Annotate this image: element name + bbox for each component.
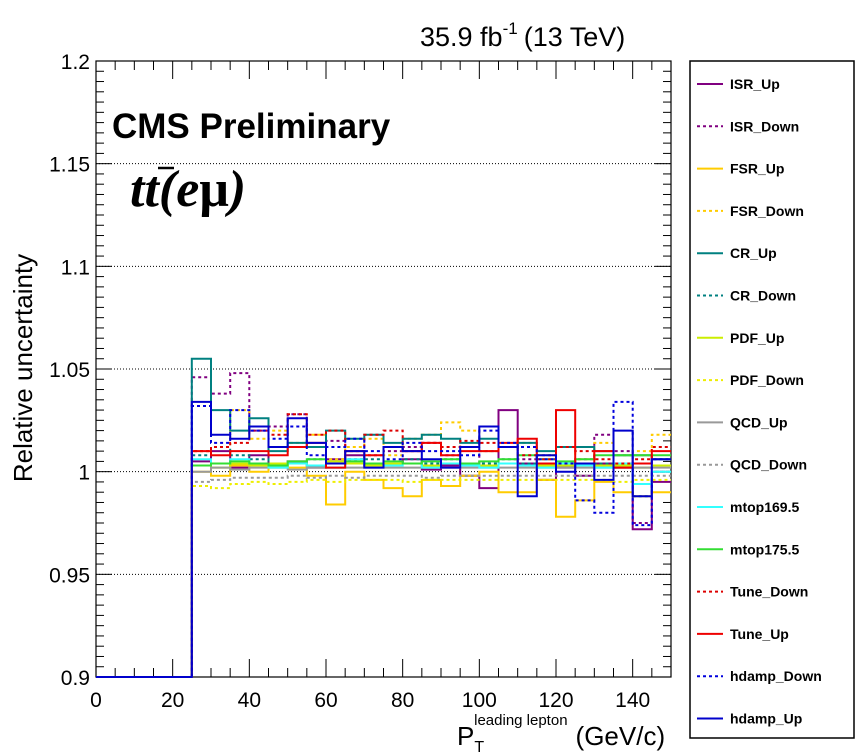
series-fsr-up <box>96 462 671 678</box>
x-tick-label: 80 <box>391 689 414 712</box>
legend-entry-label: ISR_Up <box>730 76 780 92</box>
legend-entry-label: hdamp_Down <box>730 668 822 684</box>
x-tick-labels: 0 20 40 60 80 100 120 140 <box>90 689 650 712</box>
series-group <box>96 357 671 678</box>
legend-entry-label: QCD_Down <box>730 457 807 473</box>
y-tick-label: 1.15 <box>49 154 90 177</box>
channel-tbar-label: t <box>144 161 160 218</box>
axis-ticks <box>95 60 672 678</box>
x-tick-label: 120 <box>538 689 573 712</box>
legend-entry-label: mtop169.5 <box>730 499 799 515</box>
legend-entry-label: CR_Up <box>730 245 777 261</box>
x-tick-label: 100 <box>462 689 497 712</box>
grid-lines <box>96 163 671 575</box>
legend-box <box>689 60 855 739</box>
y-axis-title: Relative uncertainty <box>8 254 38 482</box>
legend-entry-label: Tune_Up <box>730 626 789 642</box>
legend-entry-label: PDF_Up <box>730 330 784 346</box>
x-tick-label: 60 <box>314 689 337 712</box>
x-tick-label: 20 <box>161 689 184 712</box>
channel-t-label: t <box>130 161 146 218</box>
svg-text:tt(eμ): tt(eμ) <box>130 161 246 218</box>
series-pdf-up <box>96 460 671 678</box>
legend-entry-label: QCD_Up <box>730 414 788 430</box>
series-isr-down <box>96 372 671 678</box>
series-qcd-down <box>96 474 671 678</box>
y-tick-label: 1.2 <box>61 51 90 74</box>
legend-entry-label: ISR_Down <box>730 118 799 134</box>
series-cr-up <box>96 357 671 678</box>
series-hdamp-up <box>96 400 671 678</box>
channel-mu-label: μ <box>199 161 228 218</box>
legend-entry-label: FSR_Down <box>730 203 804 219</box>
legend-entry-label: CR_Down <box>730 288 796 304</box>
y-tick-label: 1 <box>78 462 90 485</box>
x-tick-label: 0 <box>90 689 102 712</box>
legend: ISR_Up ISR_Down FSR_Up FSR_Down CR_Up CR_Down… <box>697 76 822 727</box>
lumi-label: 35.9 fb-1 (13 TeV) <box>420 19 625 52</box>
series-pdf-down <box>96 478 671 678</box>
x-tick-label: 40 <box>238 689 261 712</box>
channel-close-label: ) <box>225 161 246 218</box>
channel-label: tt(eμ) <box>130 161 246 218</box>
x-axis-title: PTleading lepton(GeV/c) <box>457 712 665 752</box>
cms-label: CMS Preliminary <box>112 107 391 146</box>
channel-paren-label: (e <box>159 161 199 218</box>
legend-entry-label: hdamp_Up <box>730 711 802 727</box>
series-mtop169-5 <box>96 458 671 678</box>
legend-entry-label: PDF_Down <box>730 372 804 388</box>
y-tick-label: 0.9 <box>61 667 90 690</box>
y-tick-label: 0.95 <box>49 564 90 587</box>
x-tick-label: 140 <box>615 689 650 712</box>
legend-entry-label: mtop175.5 <box>730 541 799 557</box>
legend-entry-label: FSR_Up <box>730 161 784 177</box>
legend-entry-label: Tune_Down <box>730 584 808 600</box>
y-tick-label: 1.05 <box>49 359 90 382</box>
series-qcd-up <box>96 466 671 678</box>
plot-frame <box>95 60 672 678</box>
y-tick-labels: 0.9 0.95 1 1.05 1.1 1.15 1.2 <box>49 51 90 690</box>
y-tick-label: 1.1 <box>61 256 90 279</box>
